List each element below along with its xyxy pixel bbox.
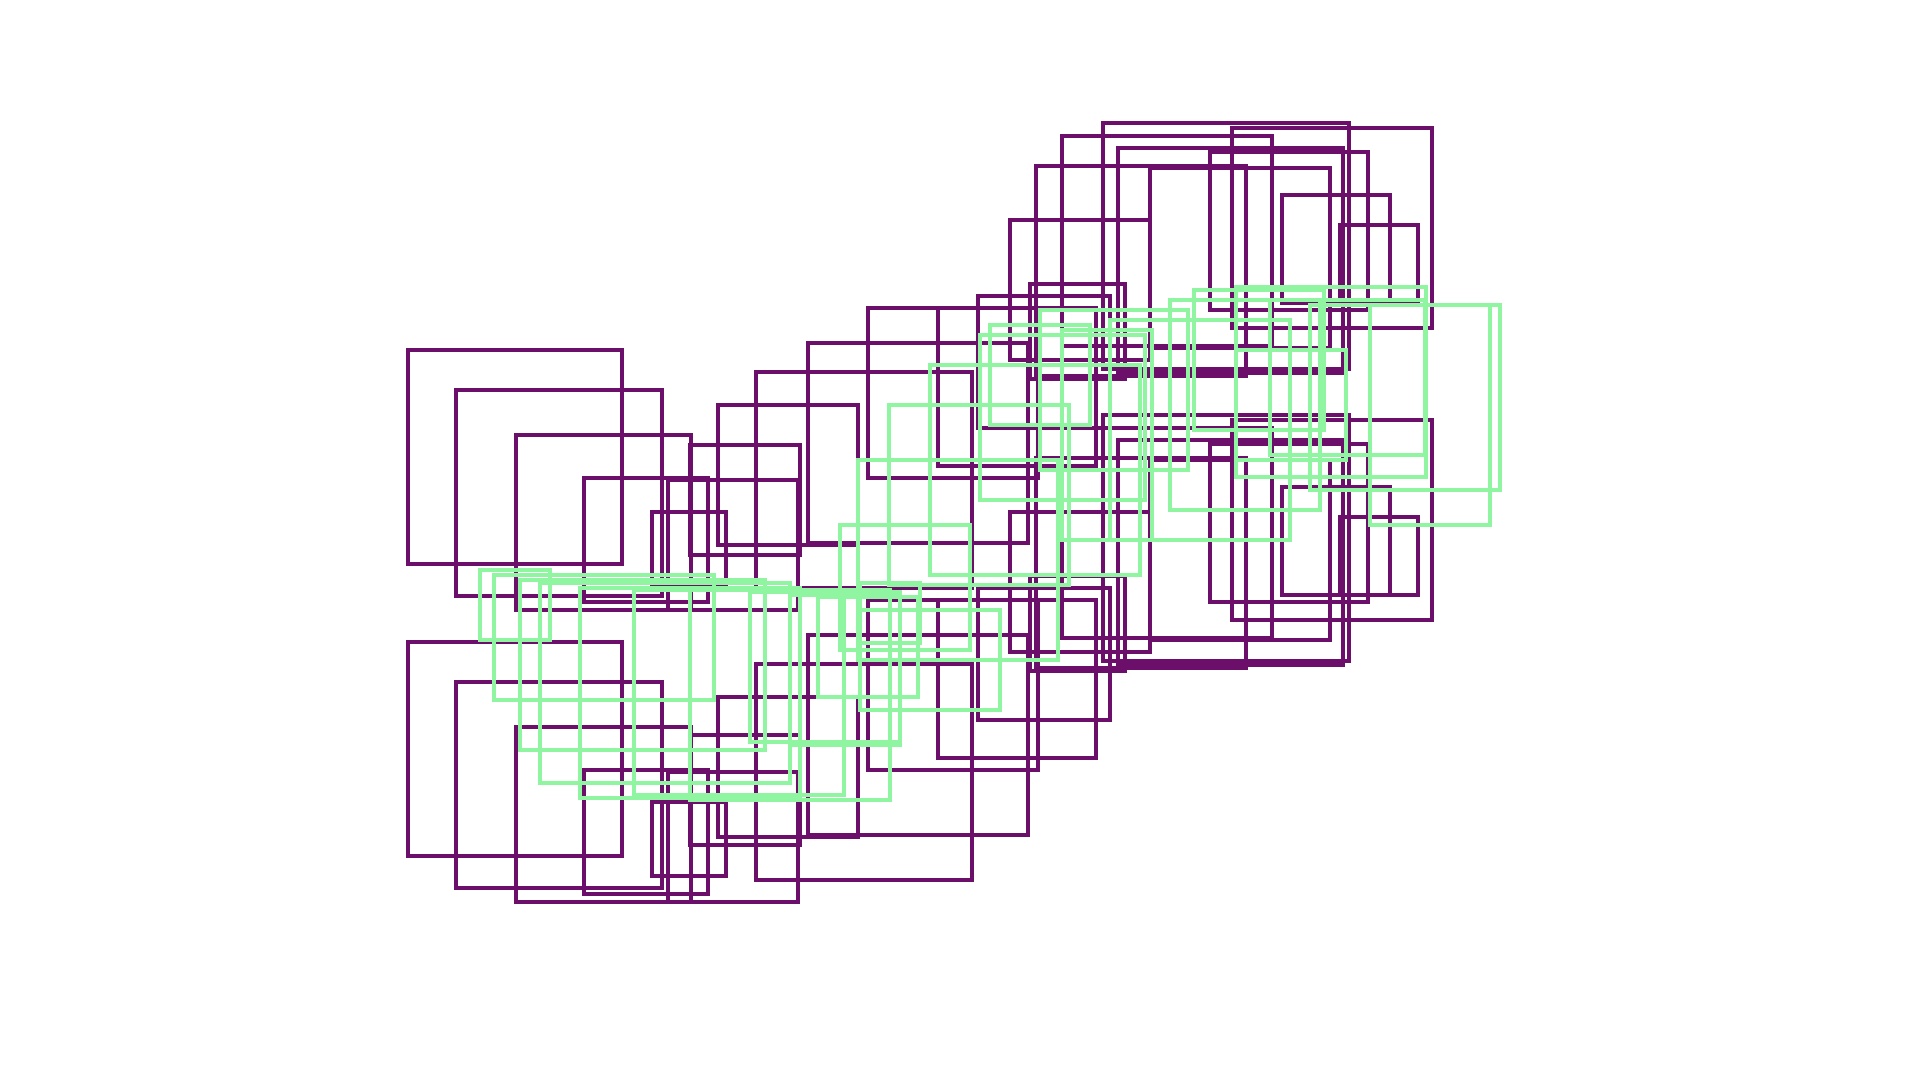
purple-square-28: [582, 768, 710, 896]
purple-squares-group: [406, 121, 1434, 904]
green-square-23: [1192, 288, 1326, 432]
green-square-26: [1308, 303, 1502, 492]
green-square-28: [1234, 348, 1348, 462]
purple-square-8: [716, 403, 860, 547]
green-square-13: [856, 458, 1060, 662]
purple-square-12: [936, 306, 1098, 468]
green-square-3: [518, 578, 767, 752]
green-square-27: [1368, 303, 1492, 527]
green-square-22: [1168, 298, 1322, 512]
green-squares-group: [478, 285, 1502, 802]
purple-square-2: [454, 388, 664, 598]
purple-square-10: [806, 341, 1030, 545]
purple-square-21: [1208, 150, 1370, 312]
green-square-10: [816, 595, 920, 699]
green-square-19: [1038, 308, 1190, 472]
purple-square-46: [1230, 418, 1434, 622]
purple-square-24: [1338, 223, 1420, 305]
purple-square-18: [1101, 121, 1351, 371]
green-square-1: [478, 568, 552, 642]
purple-square-48: [1338, 515, 1420, 597]
green-square-8: [748, 590, 902, 744]
green-square-2: [492, 573, 716, 702]
green-square-20: [1060, 328, 1154, 542]
green-square-14: [838, 523, 972, 652]
green-square-6: [632, 588, 846, 797]
purple-square-47: [1280, 485, 1392, 597]
purple-square-4: [582, 476, 710, 604]
purple-square-22: [1230, 126, 1434, 330]
purple-square-36: [936, 598, 1098, 760]
